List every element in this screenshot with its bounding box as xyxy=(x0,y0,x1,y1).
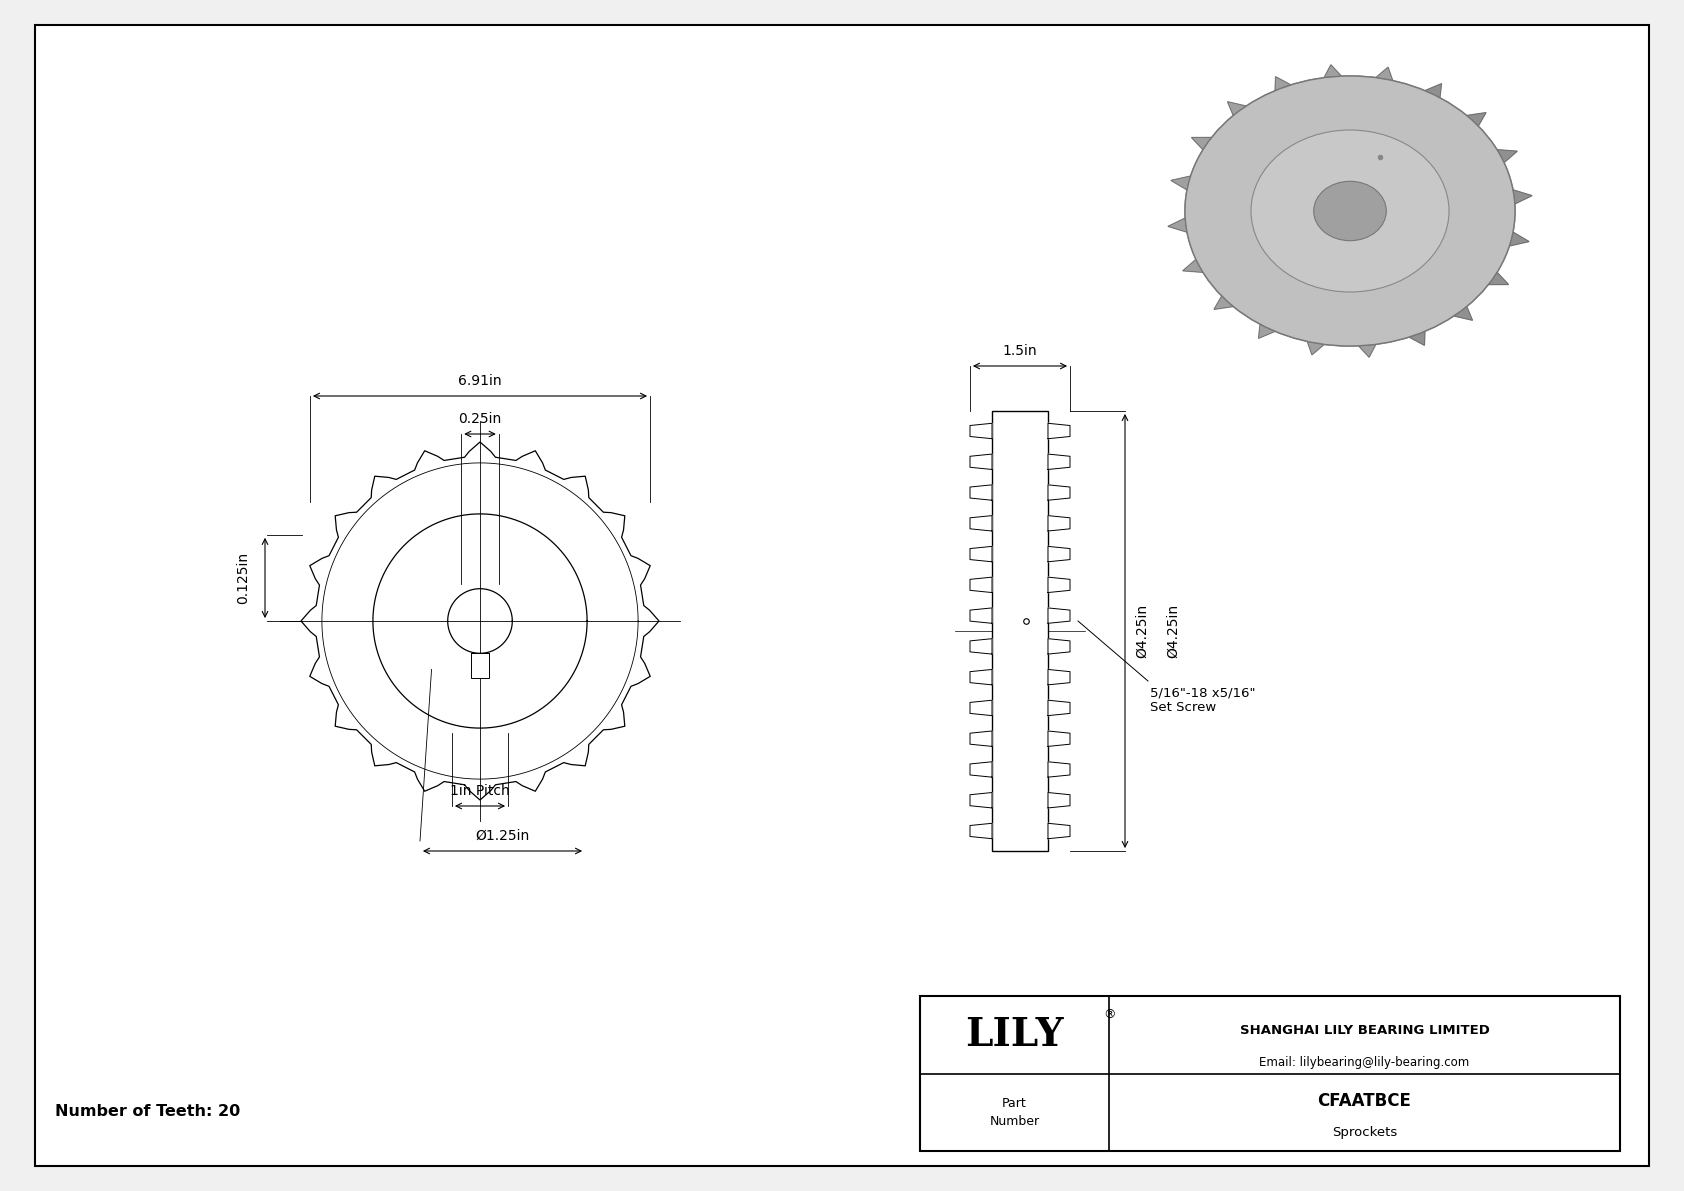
Polygon shape xyxy=(1047,454,1069,469)
Polygon shape xyxy=(970,669,992,685)
Ellipse shape xyxy=(1251,130,1448,292)
Polygon shape xyxy=(1497,150,1517,162)
Text: 5/16"-18 x5/16"
Set Screw: 5/16"-18 x5/16" Set Screw xyxy=(1150,686,1256,713)
Polygon shape xyxy=(1047,485,1069,500)
Polygon shape xyxy=(1047,638,1069,654)
Polygon shape xyxy=(1275,76,1290,91)
Polygon shape xyxy=(1047,700,1069,716)
Text: Ø1.25in: Ø1.25in xyxy=(475,829,530,843)
Polygon shape xyxy=(1489,273,1509,285)
Polygon shape xyxy=(1047,762,1069,778)
Polygon shape xyxy=(1376,67,1393,81)
Polygon shape xyxy=(970,700,992,716)
Polygon shape xyxy=(1047,669,1069,685)
Polygon shape xyxy=(970,638,992,654)
Polygon shape xyxy=(1410,331,1425,345)
Polygon shape xyxy=(1170,176,1191,189)
Text: 0.25in: 0.25in xyxy=(458,412,502,426)
Polygon shape xyxy=(970,454,992,469)
Polygon shape xyxy=(1214,297,1233,310)
Text: LILY: LILY xyxy=(965,1016,1064,1054)
Text: 6.91in: 6.91in xyxy=(458,374,502,388)
Bar xyxy=(992,411,1047,852)
Polygon shape xyxy=(1169,218,1187,232)
Polygon shape xyxy=(970,485,992,500)
Polygon shape xyxy=(970,823,992,838)
Polygon shape xyxy=(1324,64,1340,77)
Polygon shape xyxy=(970,516,992,531)
Text: Ø4.25in: Ø4.25in xyxy=(1135,604,1148,659)
Polygon shape xyxy=(1425,83,1442,98)
Polygon shape xyxy=(1047,792,1069,807)
Polygon shape xyxy=(970,792,992,807)
Polygon shape xyxy=(1047,547,1069,562)
Polygon shape xyxy=(1047,423,1069,438)
Text: 1.5in: 1.5in xyxy=(1002,344,1037,358)
Polygon shape xyxy=(1453,306,1472,320)
Polygon shape xyxy=(1047,516,1069,531)
Text: SHANGHAI LILY BEARING LIMITED: SHANGHAI LILY BEARING LIMITED xyxy=(1239,1023,1489,1036)
Polygon shape xyxy=(1228,101,1246,116)
Bar xyxy=(472,654,488,678)
Polygon shape xyxy=(1182,260,1202,273)
Text: 0.125in: 0.125in xyxy=(236,551,249,604)
Text: Ø4.25in: Ø4.25in xyxy=(1165,604,1180,659)
Polygon shape xyxy=(970,607,992,623)
Polygon shape xyxy=(1047,823,1069,838)
Text: 1in Pitch: 1in Pitch xyxy=(450,784,510,798)
Polygon shape xyxy=(970,762,992,778)
Bar xyxy=(919,996,1620,1151)
Text: ®: ® xyxy=(1103,1008,1116,1021)
Polygon shape xyxy=(1192,137,1211,150)
Polygon shape xyxy=(970,547,992,562)
Text: Email: lilybearing@lily-bearing.com: Email: lilybearing@lily-bearing.com xyxy=(1260,1056,1470,1070)
Text: Sprockets: Sprockets xyxy=(1332,1125,1398,1139)
Text: Part
Number: Part Number xyxy=(990,1097,1039,1128)
Text: CFAATBCE: CFAATBCE xyxy=(1317,1092,1411,1110)
Text: Number of Teeth: 20: Number of Teeth: 20 xyxy=(56,1104,241,1118)
Polygon shape xyxy=(1514,189,1532,204)
Ellipse shape xyxy=(1314,181,1386,241)
Polygon shape xyxy=(1359,344,1376,357)
Polygon shape xyxy=(970,423,992,438)
Polygon shape xyxy=(1047,607,1069,623)
Polygon shape xyxy=(1467,113,1485,126)
Polygon shape xyxy=(1509,232,1529,245)
Polygon shape xyxy=(1047,731,1069,747)
Polygon shape xyxy=(970,731,992,747)
Ellipse shape xyxy=(1186,76,1516,347)
Polygon shape xyxy=(1258,324,1275,338)
Polygon shape xyxy=(970,578,992,593)
Polygon shape xyxy=(1307,342,1324,355)
Polygon shape xyxy=(1047,578,1069,593)
Ellipse shape xyxy=(1186,76,1516,347)
